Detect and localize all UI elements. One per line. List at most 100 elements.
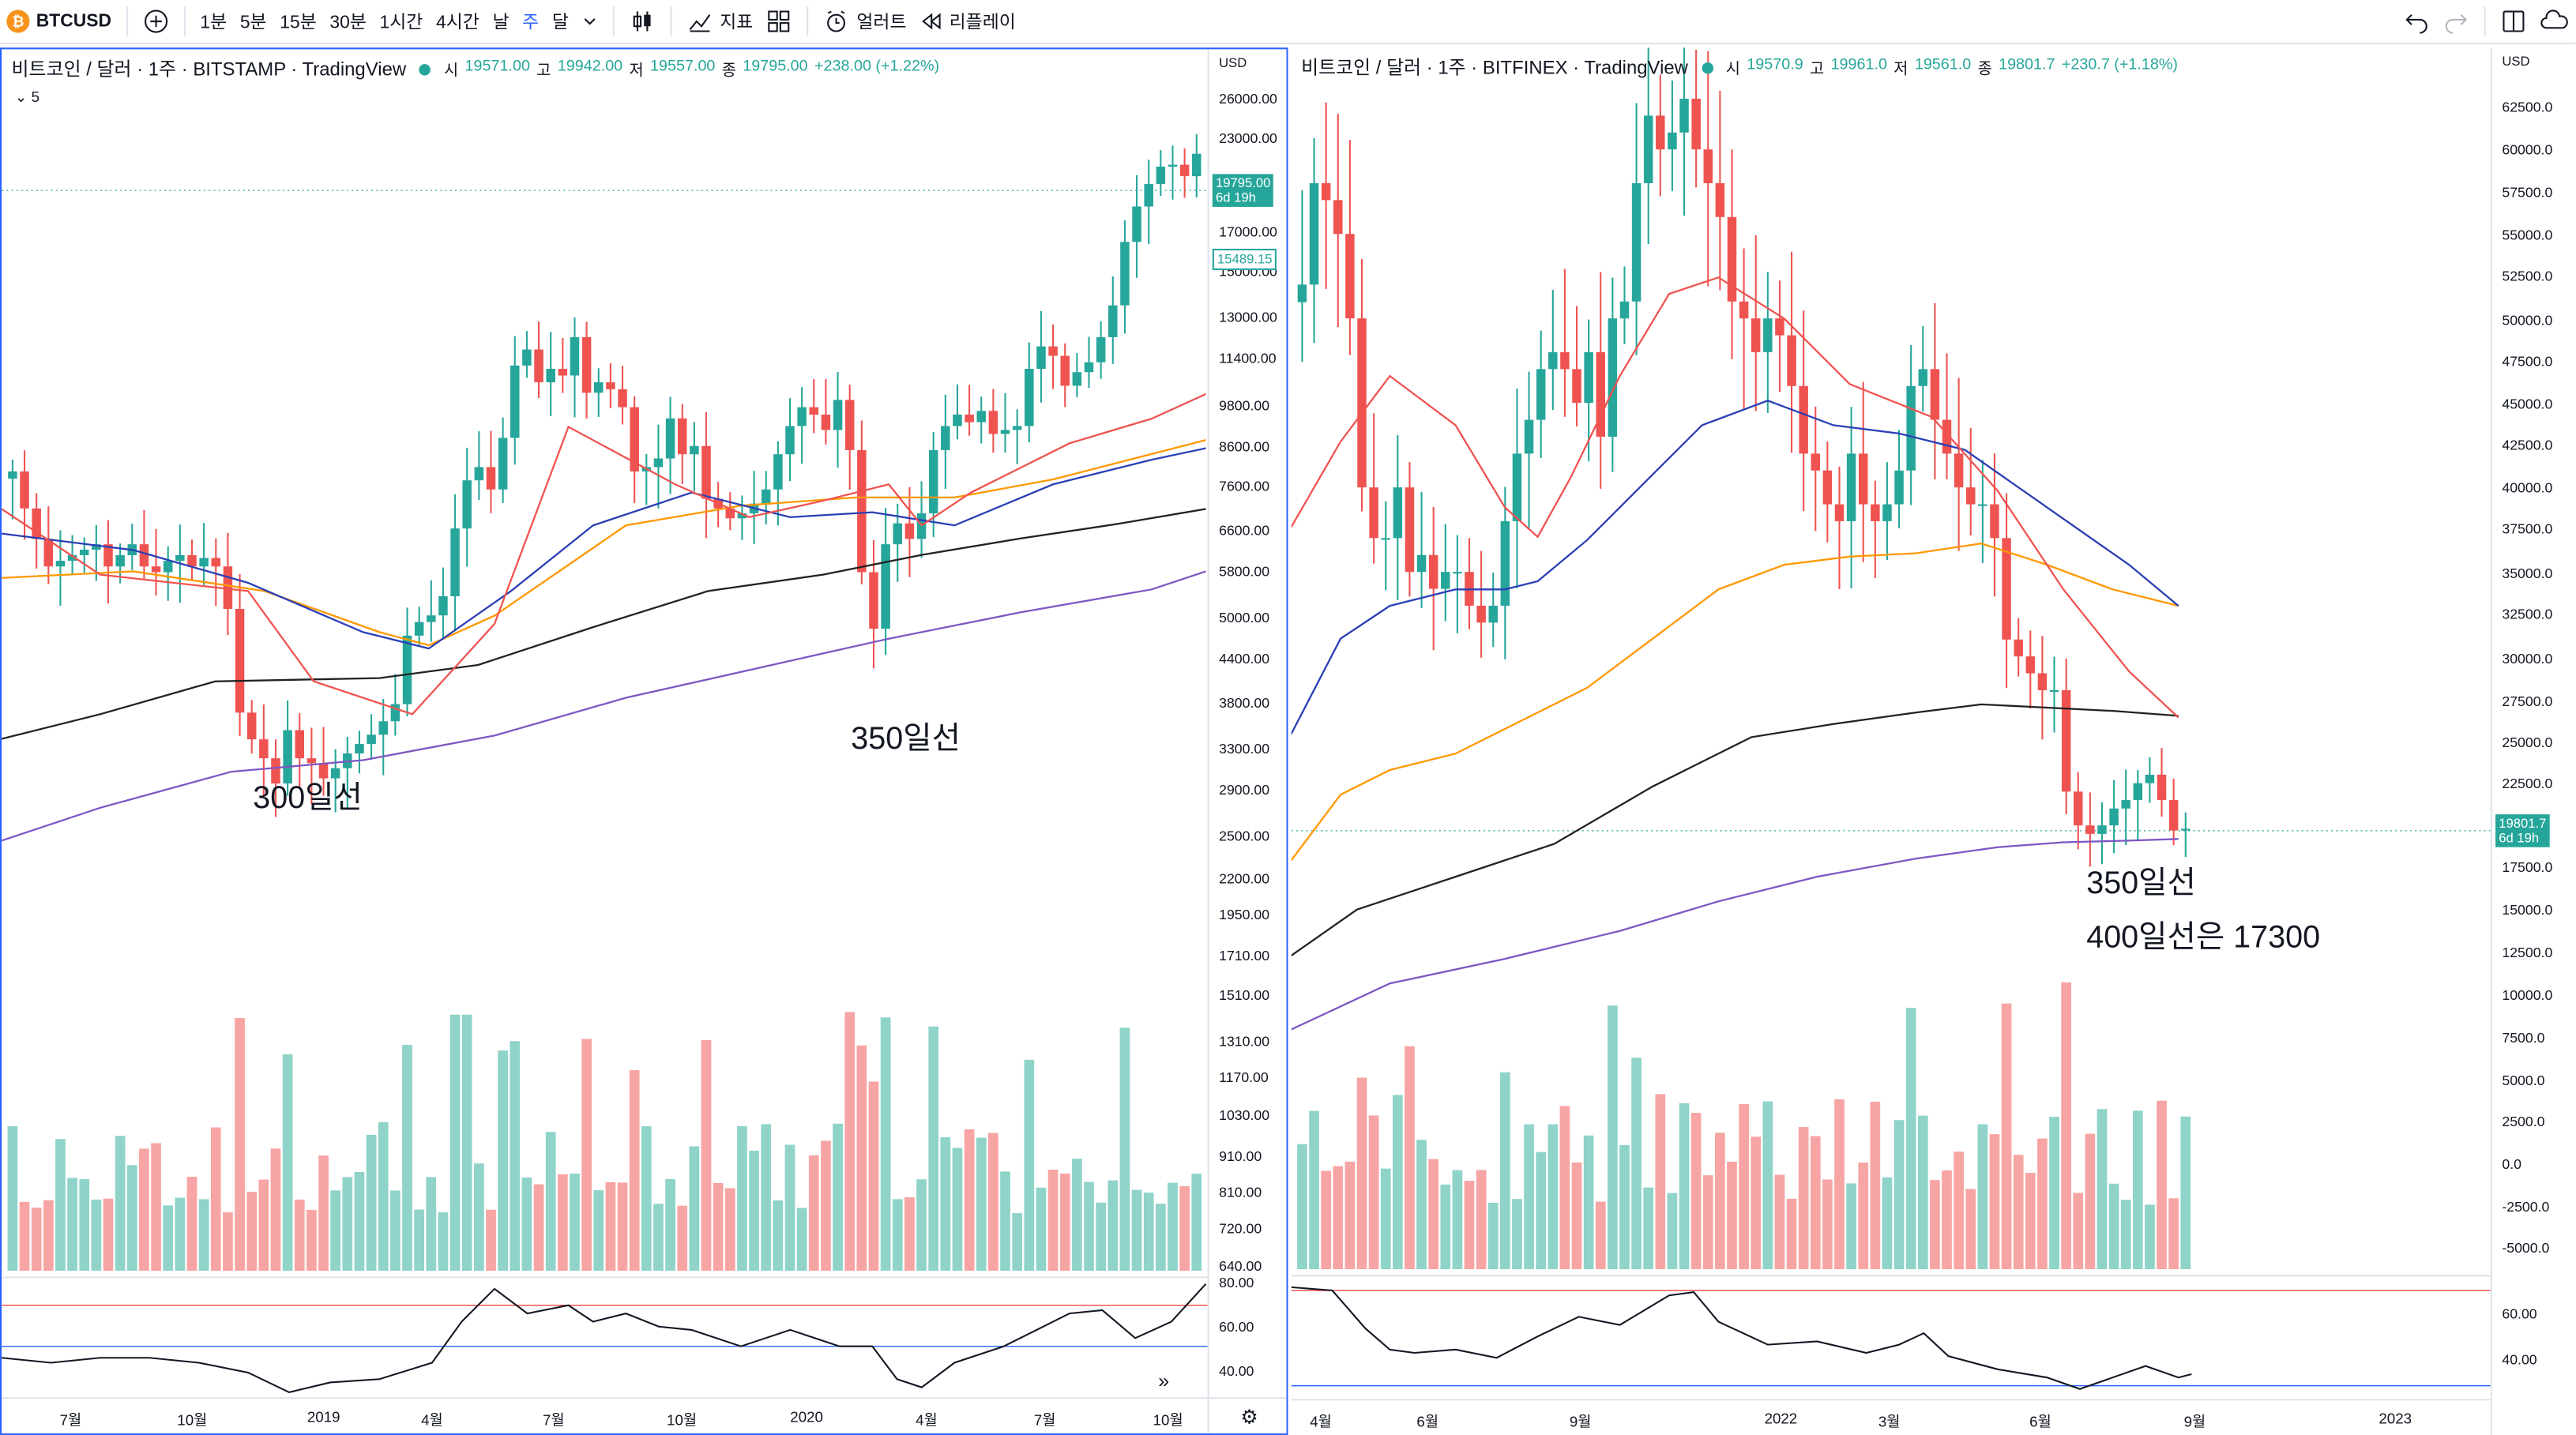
volume-bar (126, 1165, 137, 1272)
candle-body (1739, 301, 1749, 319)
volume-bar (653, 1204, 664, 1272)
settings-button[interactable]: ⚙ (1207, 1397, 1287, 1433)
price-tick: 17000.00 (1219, 223, 1277, 240)
legend-collapse-toggle[interactable]: ⌄ 5 (14, 88, 40, 106)
price-chart-right[interactable] (1291, 47, 2491, 1397)
volume-bar (593, 1190, 604, 1272)
volume-bar (19, 1201, 30, 1272)
candle-body (1775, 318, 1784, 336)
candle-body (773, 454, 783, 490)
volume-bar (724, 1188, 735, 1272)
volume-bar (868, 1081, 879, 1272)
chart-pane-left[interactable]: 비트코인 / 달러 · 1주 · BITSTAMP · TradingView … (0, 47, 1288, 1435)
cloud-save-button[interactable] (2533, 0, 2576, 43)
candle-body (1441, 572, 1450, 589)
price-scale-left[interactable]: USD 26000.00 23000.00 17000.00 15000.00 1300… (1207, 49, 1287, 1433)
volume-bar (1989, 1134, 2000, 1269)
price-tick: 42500.0 (2502, 436, 2553, 453)
time-tick: 10월 (177, 1411, 208, 1429)
undo-button[interactable] (2397, 0, 2436, 43)
interval-dropdown[interactable] (575, 0, 604, 43)
candle-body (2109, 808, 2119, 826)
volume-bar (1870, 1101, 1881, 1269)
volume-bar (1452, 1170, 1463, 1269)
volume-bar (1380, 1168, 1391, 1269)
candle-body (1025, 369, 1034, 426)
volume-bar (1942, 1170, 1952, 1269)
volume-bar (1715, 1133, 1725, 1269)
candle-body (2168, 800, 2179, 831)
volume-bar (1822, 1179, 1833, 1269)
candle-body (390, 704, 401, 722)
candle-body (558, 369, 568, 376)
replay-button[interactable]: 리플레이 (913, 0, 1022, 43)
candle-body (1811, 453, 1821, 471)
volume-bar (1155, 1204, 1166, 1272)
interval-4h[interactable]: 4시간 (435, 13, 479, 33)
interval-month[interactable]: 달 (551, 13, 569, 33)
interval-15m[interactable]: 15분 (280, 13, 317, 33)
price-tick: 810.00 (1219, 1183, 1262, 1200)
candle-body (271, 758, 280, 784)
volume-bar (605, 1181, 616, 1272)
volume-bar (223, 1212, 233, 1272)
volume-bar (1762, 1101, 1773, 1269)
interval-5m[interactable]: 5분 (239, 13, 267, 33)
time-scale-right[interactable]: 4월 6월 9월 2022 3월 6월 9월 2023 (1291, 1399, 2491, 1435)
volume-bar (1333, 1166, 1344, 1269)
last-price-label: 19795.00 6d 19h (1212, 174, 1274, 207)
interval-1m[interactable]: 1분 (200, 13, 228, 33)
compare-button[interactable] (136, 0, 175, 43)
price-chart-left[interactable] (2, 49, 1208, 1399)
ma-line-black (2, 508, 1206, 740)
candle-body (199, 558, 209, 567)
candle-body (2074, 791, 2083, 826)
time-tick: 7월 (543, 1411, 565, 1429)
toolbar-divider (183, 6, 186, 36)
candle-body (1144, 184, 1153, 207)
time-scale-left[interactable]: 7월 10월 2019 4월 7월 10월 2020 4월 7월 10월 (2, 1397, 1208, 1433)
symbol-search[interactable]: ₿ BTCUSD (0, 0, 118, 43)
indicators-button[interactable]: 지표 (680, 0, 759, 43)
interval-30m[interactable]: 30분 (329, 13, 367, 33)
plus-circle-icon (144, 9, 167, 33)
alert-button[interactable]: 얼러트 (817, 0, 912, 43)
volume-bar (449, 1014, 461, 1272)
annotation-350-day: 350일선 (2086, 866, 2196, 902)
scroll-to-realtime-button[interactable]: » (1158, 1369, 1169, 1392)
time-tick: 6월 (2029, 1413, 2051, 1430)
chart-pane-right[interactable]: 비트코인 / 달러 · 1주 · BITFINEX · TradingView … (1291, 47, 2576, 1435)
candle-body (378, 721, 388, 735)
candle-body (1369, 487, 1378, 539)
volume-bar (1786, 1198, 1797, 1269)
oscillator-line (2, 1283, 1207, 1394)
volume-bar (1356, 1077, 1367, 1269)
interval-week[interactable]: 주 (522, 13, 540, 33)
volume-bar (1893, 1120, 1905, 1269)
layout-button[interactable] (2494, 0, 2533, 43)
price-tick: 12500.0 (2502, 944, 2553, 961)
templates-icon (769, 10, 791, 32)
time-tick: 2023 (2379, 1410, 2412, 1427)
candle-body (1703, 149, 1713, 183)
candle-body (1156, 166, 1166, 185)
interval-1h[interactable]: 1시간 (379, 13, 423, 33)
volume-bar (1036, 1187, 1047, 1272)
volume-bar (1702, 1175, 1713, 1269)
price-tick: 52500.0 (2502, 267, 2553, 284)
candle-body (1405, 487, 1415, 573)
volume-bar (1727, 1161, 1737, 1269)
alarm-clock-icon (827, 10, 846, 32)
chart-type-button[interactable] (623, 0, 663, 43)
volume-bar (2025, 1173, 2036, 1269)
candle-body (1453, 572, 1462, 574)
templates-button[interactable] (760, 0, 799, 43)
candle-body (1192, 153, 1202, 177)
chevron-down-icon (584, 18, 596, 25)
candle-body (522, 349, 532, 366)
redo-button[interactable] (2436, 0, 2476, 43)
price-scale-right[interactable]: USD 62500.0 60000.0 57500.0 55000.0 52500.0 5… (2490, 47, 2576, 1435)
time-tick: 4월 (421, 1411, 443, 1429)
interval-day[interactable]: 날 (492, 13, 510, 33)
volume-bar (1619, 1144, 1630, 1269)
